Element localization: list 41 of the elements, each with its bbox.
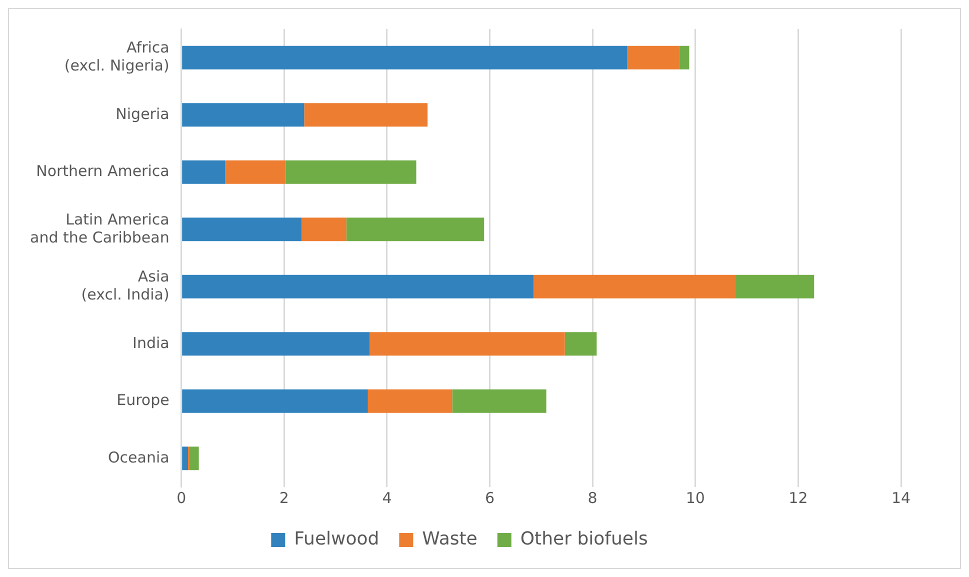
y-tick-label: Northern America	[36, 162, 170, 180]
bar	[182, 46, 628, 70]
bar	[627, 46, 680, 70]
bar	[225, 160, 286, 184]
legend-label: Waste	[422, 528, 478, 550]
legend-label: Fuelwood	[294, 528, 380, 550]
x-tick-label: 4	[382, 488, 392, 507]
bar	[533, 274, 736, 298]
x-tick-label: 0	[176, 488, 186, 507]
bar	[189, 446, 199, 470]
bar	[182, 332, 370, 356]
legend-label: Other biofuels	[520, 528, 648, 550]
bar	[286, 160, 416, 184]
y-tick-label: Asia (excl. India)	[81, 268, 170, 304]
bar	[182, 389, 368, 413]
bar	[182, 274, 534, 298]
bar	[680, 46, 690, 70]
x-tick-label: 8	[588, 488, 598, 507]
bar	[346, 218, 484, 242]
bar	[564, 332, 597, 356]
y-tick-label: India	[132, 334, 170, 352]
bar	[302, 218, 346, 242]
y-tick-label: Latin America and the Caribbean	[30, 210, 170, 246]
bar	[182, 160, 226, 184]
y-tick-label: Oceania	[108, 448, 170, 466]
x-tick-label: 14	[891, 488, 911, 507]
y-tick-label: Europe	[116, 391, 170, 410]
bar	[452, 389, 546, 413]
bar	[304, 103, 428, 127]
x-tick-label: 2	[279, 488, 289, 507]
y-tick-label: Nigeria	[116, 104, 170, 123]
x-tick-label: 10	[686, 488, 705, 507]
bar	[182, 103, 304, 127]
bar	[369, 332, 565, 356]
bar	[182, 446, 188, 470]
x-tick-label: 6	[484, 488, 495, 507]
bar	[735, 274, 814, 298]
bar	[368, 389, 452, 413]
x-tick-label: 12	[788, 488, 808, 507]
y-tick-label: Africa (excl. Nigeria)	[64, 38, 170, 75]
bar	[182, 218, 302, 242]
